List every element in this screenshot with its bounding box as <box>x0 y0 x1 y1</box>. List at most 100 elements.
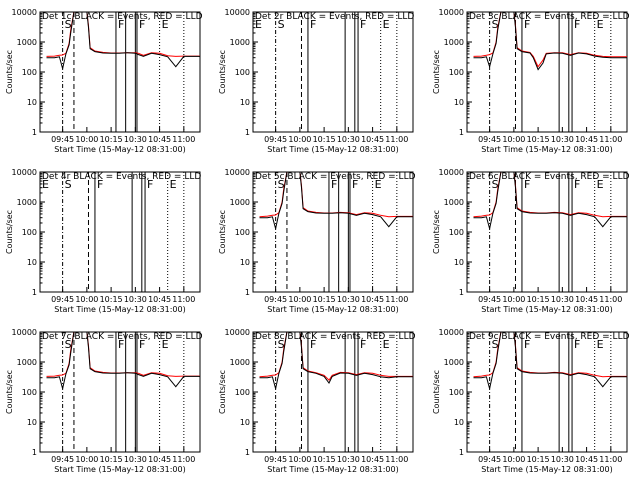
y-tick-label: 10000 <box>225 328 250 337</box>
y-tick-label: 1000 <box>444 358 464 367</box>
chart-panel-8: Det 8c BLACK = Events, RED = LLD 1 10 100 10… <box>218 328 416 474</box>
y-tick-label: 10000 <box>12 328 37 337</box>
event-marker-label: F <box>118 18 124 31</box>
x-tick-label: 10:45 <box>148 455 171 464</box>
y-axis-label: Counts/sec <box>432 210 441 254</box>
event-marker-label: F <box>360 338 366 351</box>
x-tick-label: 11:00 <box>385 295 408 304</box>
x-tick-label: 09:45 <box>478 135 501 144</box>
event-marker-label: F <box>574 18 580 31</box>
y-tick-label: 100 <box>22 68 37 77</box>
event-marker-label: F <box>118 338 124 351</box>
series-group <box>46 332 200 389</box>
chart-panel-3: Det 3c BLACK = Events, RED = LLD 1 10 100 10… <box>432 8 630 154</box>
y-tick-label: 1000 <box>444 38 464 47</box>
x-tick-label: 10:15 <box>100 135 123 144</box>
y-tick-label: 1 <box>32 448 37 457</box>
event-marker-label: F <box>139 18 145 31</box>
x-tick-label: 09:45 <box>51 135 74 144</box>
y-tick-label: 1 <box>245 128 250 137</box>
y-axis-label: Counts/sec <box>5 50 14 94</box>
y-tick-label: 10 <box>27 258 37 267</box>
x-tick-label: 09:45 <box>478 295 501 304</box>
x-tick-label: 10:45 <box>148 135 171 144</box>
y-tick-label: 10 <box>27 98 37 107</box>
chart-title: Det 6c BLACK = Events, RED = LLD <box>469 172 630 182</box>
y-tick-label: 100 <box>449 68 464 77</box>
chart-title: Det 4r BLACK = Events, RED = LLD <box>42 172 201 182</box>
x-tick-label: 10:45 <box>148 295 171 304</box>
events-series-line <box>259 172 413 229</box>
y-tick-label: 1 <box>32 288 37 297</box>
chart-title: Det 2r BLACK = Events, RED = LLD <box>255 12 414 22</box>
event-marker-label: E <box>383 338 390 351</box>
events-series-line <box>473 332 627 389</box>
y-tick-label: 100 <box>22 388 37 397</box>
event-marker-label: F <box>360 18 366 31</box>
x-tick-label: 10:45 <box>575 135 598 144</box>
x-tick-label: 10:45 <box>575 295 598 304</box>
events-series-line <box>473 172 627 229</box>
event-marker-label: F <box>331 178 337 191</box>
y-tick-label: 1 <box>459 128 464 137</box>
x-tick-label: 10:30 <box>337 295 360 304</box>
event-marker-label: S <box>492 178 499 191</box>
x-tick-label: 11:00 <box>172 455 195 464</box>
y-tick-label: 10000 <box>439 8 464 17</box>
marker-group <box>275 172 398 292</box>
x-tick-label: 10:00 <box>502 135 525 144</box>
x-tick-label: 10:00 <box>75 135 98 144</box>
x-axis-label: Start Time (15-May-12 08:31:00) <box>54 305 185 314</box>
y-tick-label: 1 <box>459 288 464 297</box>
event-marker-label: F <box>524 18 530 31</box>
marker-group <box>489 332 612 452</box>
marker-group <box>275 12 398 132</box>
event-marker-label: E <box>162 18 169 31</box>
y-tick-label: 10 <box>240 418 250 427</box>
y-tick-label: 1000 <box>17 38 37 47</box>
x-tick-label: 10:45 <box>575 455 598 464</box>
events-series-line <box>46 332 200 389</box>
event-marker-label: F <box>574 338 580 351</box>
x-tick-label: 10:30 <box>124 295 147 304</box>
y-tick-label: 1000 <box>17 198 37 207</box>
y-tick-label: 10000 <box>225 168 250 177</box>
x-tick-label: 10:15 <box>313 295 336 304</box>
x-tick-label: 11:00 <box>599 135 622 144</box>
x-axis-label: Start Time (15-May-12 08:31:00) <box>267 145 398 154</box>
event-marker-label: E <box>597 18 604 31</box>
series-group <box>259 332 413 389</box>
event-marker-label: S <box>492 18 499 31</box>
chart-panel-5: Det 5c BLACK = Events, RED = LLD 1 10 100 10… <box>218 168 416 314</box>
y-tick-label: 10 <box>454 258 464 267</box>
y-tick-label: 1 <box>245 288 250 297</box>
y-tick-label: 1000 <box>444 198 464 207</box>
x-tick-label: 10:30 <box>337 135 360 144</box>
y-tick-label: 1 <box>245 448 250 457</box>
x-axis-label: Start Time (15-May-12 08:31:00) <box>481 465 612 474</box>
y-tick-label: 10000 <box>225 8 250 17</box>
x-tick-label: 10:15 <box>313 455 336 464</box>
x-tick-label: 10:00 <box>75 295 98 304</box>
event-marker-label: S <box>65 338 72 351</box>
y-tick-label: 1 <box>459 448 464 457</box>
marker-group <box>275 332 398 452</box>
chart-title: Det 5c BLACK = Events, RED = LLD <box>255 172 416 182</box>
marker-group <box>62 172 185 292</box>
chart-panel-2: Det 2r BLACK = Events, RED = LLD 1 10 100 10… <box>218 8 414 154</box>
chart-panel-7: Det 7c BLACK = Events, RED = LLD 1 10 100 10… <box>5 328 203 474</box>
marker-group <box>62 332 185 452</box>
event-marker-label: S <box>492 338 499 351</box>
y-tick-label: 10 <box>27 418 37 427</box>
chart-title: Det 3c BLACK = Events, RED = LLD <box>469 12 630 22</box>
chart-panel-1: Det 1c BLACK = Events, RED = LLD 1 10 100 10… <box>5 8 203 154</box>
event-marker-label: S <box>278 18 285 31</box>
y-axis-label: Counts/sec <box>5 210 14 254</box>
y-tick-label: 10 <box>240 258 250 267</box>
x-tick-label: 11:00 <box>172 295 195 304</box>
y-axis-label: Counts/sec <box>218 210 227 254</box>
event-marker-label: F <box>352 178 358 191</box>
x-tick-label: 10:30 <box>551 455 574 464</box>
event-marker-label: E <box>42 178 49 191</box>
